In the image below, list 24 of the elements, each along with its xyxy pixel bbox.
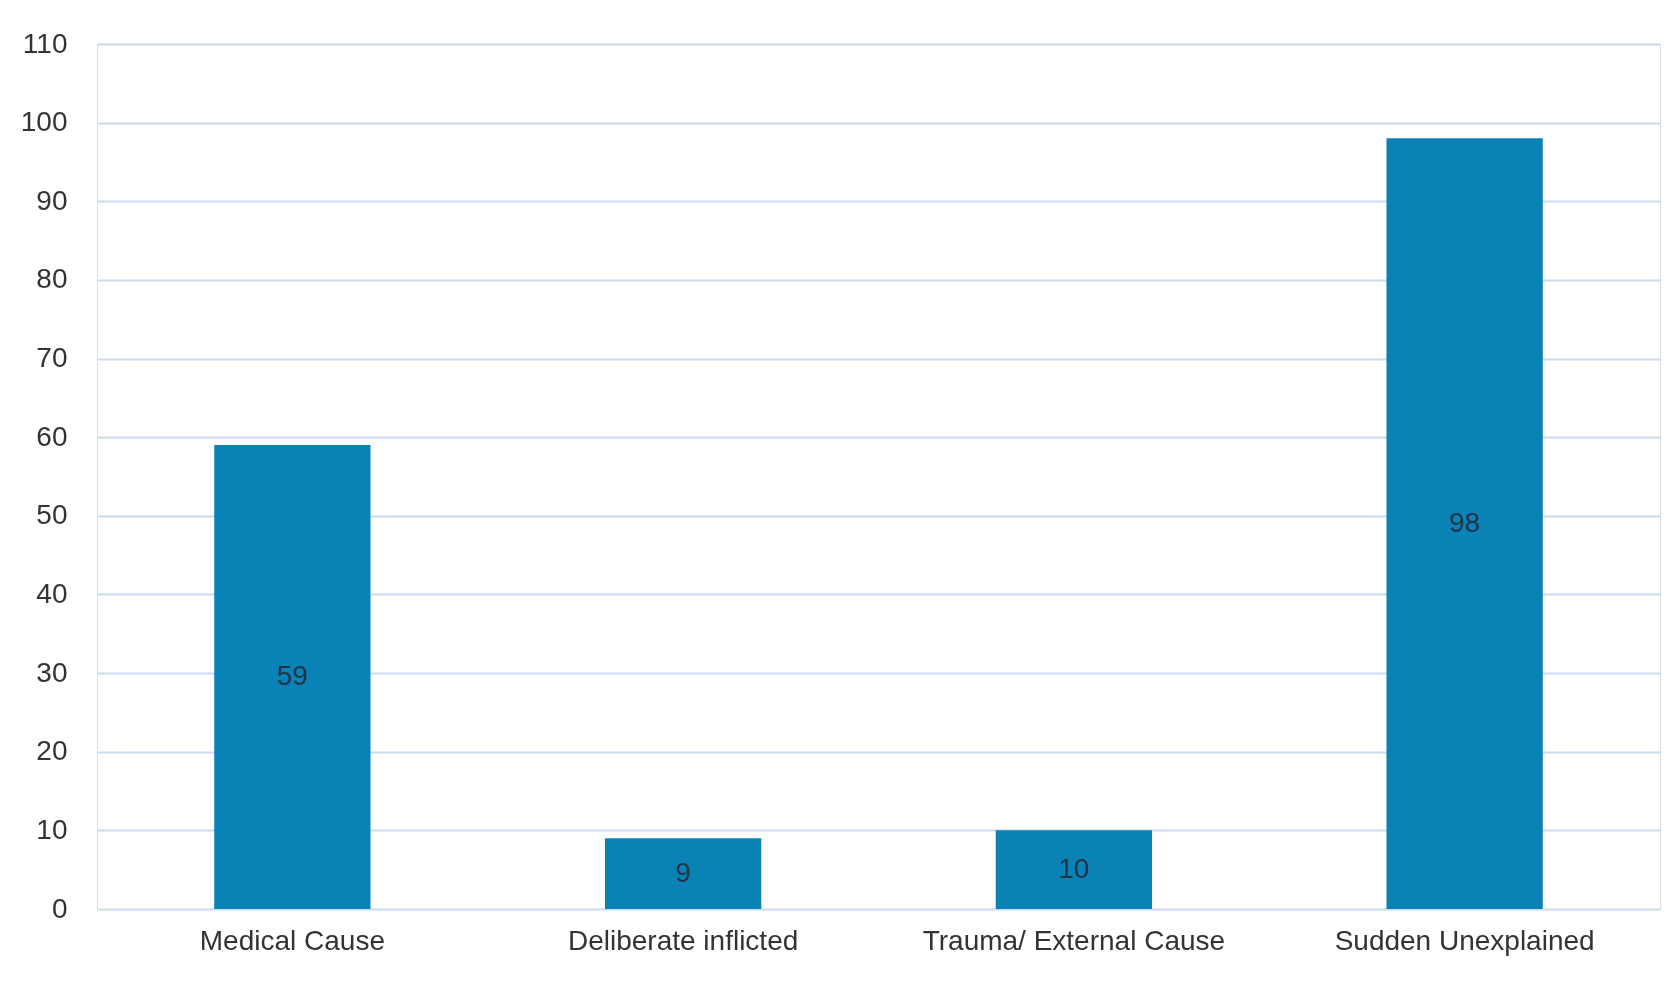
y-tick-label: 90	[36, 184, 68, 216]
x-tick-label: Deliberate inflicted	[567, 924, 799, 956]
bar	[604, 838, 762, 909]
x-tick-label: Medical Cause	[199, 924, 385, 956]
bar	[214, 445, 371, 909]
y-tick-label: 30	[36, 656, 68, 688]
y-tick-label: 50	[36, 499, 68, 531]
data-label: 98	[1449, 506, 1481, 538]
y-tick-label: 60	[36, 420, 68, 452]
y-tick-label: 70	[36, 342, 68, 374]
bar	[1386, 138, 1543, 909]
y-tick-label: 100	[20, 106, 68, 138]
x-tick-label: Sudden Unexplained	[1334, 924, 1595, 956]
data-label: 9	[675, 856, 691, 888]
y-tick-label: 110	[22, 27, 68, 59]
data-label: 10	[1058, 852, 1090, 884]
y-tick-label: 10	[36, 813, 68, 845]
y-tick-label: 0	[51, 892, 68, 924]
y-tick-label: 20	[36, 735, 68, 767]
bar	[995, 830, 1153, 909]
y-tick-label: 40	[36, 577, 68, 609]
y-tick-label: 80	[36, 263, 68, 295]
x-tick-label: Trauma/ External Cause	[922, 924, 1226, 956]
data-label: 59	[276, 660, 308, 692]
